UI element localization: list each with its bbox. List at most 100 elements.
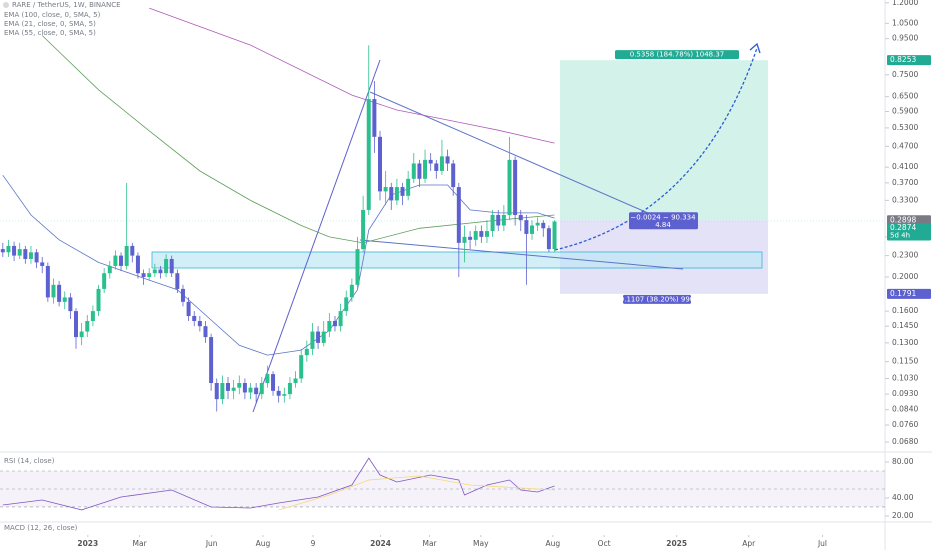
candle-body [242, 383, 247, 393]
candle-body [57, 284, 62, 302]
candle-body [34, 252, 39, 263]
candle-body [316, 331, 321, 343]
candle-body [411, 163, 416, 179]
candle-body [355, 249, 360, 285]
candle-body [439, 156, 444, 171]
candle-body [344, 297, 349, 312]
candle-body [445, 156, 450, 164]
y-tick-label: 1.0500 [892, 18, 918, 27]
candle-body [237, 383, 242, 388]
candle-body [254, 387, 259, 395]
candle-body [456, 187, 461, 243]
target-zone [560, 60, 768, 221]
candle-body [141, 273, 146, 277]
candle-body [85, 320, 90, 332]
arrow-head [749, 42, 761, 54]
y-tick-label: 0.0840 [892, 405, 918, 414]
candle-body [524, 220, 529, 234]
candle-body [192, 315, 197, 321]
y-tick-label: 80.00 [892, 457, 914, 466]
symbol-icon [3, 2, 9, 8]
candle-body [68, 297, 73, 312]
candle-body [366, 99, 371, 210]
candle-body [383, 187, 388, 192]
candle-body [299, 355, 304, 379]
candle-body [372, 99, 377, 137]
candle-body [74, 311, 79, 338]
indicator-label: EMA (55, close, 0, SMA, 5) [4, 29, 96, 37]
candle-body [338, 311, 343, 327]
y-tick-label: 0.6500 [892, 92, 918, 101]
x-tick-label: May [473, 539, 489, 548]
price-tag-label: 0.2898 [890, 215, 916, 224]
candle-body [79, 331, 84, 338]
x-tick-label: Aug [546, 539, 561, 548]
candle-body [451, 163, 456, 188]
candle-body [501, 214, 506, 226]
candle-body [468, 236, 473, 240]
candle-body [186, 301, 191, 316]
candle-body [518, 214, 523, 221]
y-tick-label: 0.1450 [892, 321, 918, 330]
y-tick-label: 0.5900 [892, 107, 918, 116]
y-tick-label: 0.3700 [892, 178, 918, 187]
x-tick-label: 2023 [77, 539, 98, 548]
candle-body [332, 320, 337, 327]
candle-body [6, 245, 11, 253]
y-tick-label: 0.4700 [892, 141, 918, 150]
indicator-label: EMA (21, close, 0, SMA, 5) [4, 20, 96, 28]
candle-body [546, 228, 551, 250]
candle-body [479, 231, 484, 237]
y-tick-label: 0.0760 [892, 420, 918, 429]
x-tick-label: 9 [311, 539, 316, 548]
candle-body [62, 297, 67, 302]
trendline [369, 91, 649, 214]
x-tick-label: Mar [422, 539, 437, 548]
candle-body [113, 255, 118, 266]
indicator-line [278, 475, 555, 511]
candle-body [130, 245, 135, 256]
candle-body [90, 311, 95, 321]
candle-body [310, 331, 315, 349]
candle-body [394, 187, 399, 201]
candle-body [417, 163, 422, 179]
y-tick-label: 0.4100 [892, 162, 918, 171]
candle-body [406, 178, 411, 196]
candle-body [248, 387, 253, 393]
candle-body [484, 231, 489, 237]
trendline [252, 59, 381, 413]
y-tick-label: 20.00 [892, 511, 914, 520]
indicator-label: EMA (100, close, 0, SMA, 5) [4, 11, 101, 19]
candle-body [220, 383, 225, 400]
candle-body [541, 222, 546, 229]
candle-body [530, 225, 535, 234]
candle-body [180, 288, 185, 302]
candle-body [434, 163, 439, 171]
candle-body [473, 231, 478, 240]
labels: 1.2000 1.0500 0.9500 0.7500 0.6500 0.5900 0.53… [77, 0, 931, 548]
candle-body [45, 265, 50, 298]
candle-body [40, 262, 45, 266]
entry-box [629, 212, 698, 230]
candle-body [535, 222, 540, 226]
candle-body [490, 214, 495, 232]
x-tick-label: Jun [205, 539, 218, 548]
candle-body [17, 249, 22, 256]
y-tick-label: 0.9500 [892, 34, 918, 43]
target-label: 0.5358 (184.78%) 1048.37 [630, 51, 725, 59]
candle-body [271, 374, 276, 391]
price-tag [887, 215, 931, 226]
countdown-label: 5d 4h [890, 232, 910, 240]
candle-body [282, 394, 287, 396]
candle-body [102, 273, 107, 289]
indicator-line [2, 174, 555, 356]
entry-label: −0.0024 − 90.334 [630, 213, 696, 221]
candle-body [124, 245, 129, 266]
candle-body [169, 258, 174, 274]
y-tick-label: 0.1600 [892, 306, 918, 315]
candle-body [209, 337, 214, 384]
candle-body [496, 214, 501, 226]
candle-body [231, 387, 236, 391]
y-tick-label: 0.1150 [892, 357, 918, 366]
